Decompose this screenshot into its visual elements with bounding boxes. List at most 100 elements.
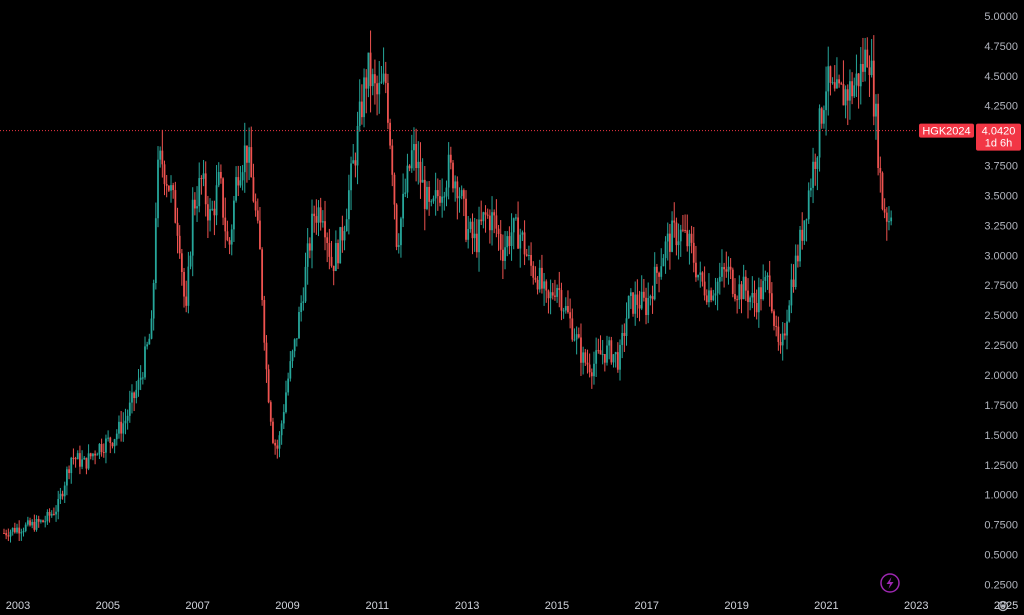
price-tick-label: 0.2500: [984, 579, 1018, 591]
candle-body: [122, 423, 125, 434]
candle-body: [111, 442, 114, 447]
symbol-tag: HGK2024: [919, 123, 974, 138]
candle-body: [105, 438, 107, 453]
candle-body: [712, 295, 715, 301]
candle-body: [818, 108, 821, 158]
settings-icon[interactable]: [997, 600, 1009, 612]
candle-body: [710, 290, 713, 301]
candle-body: [161, 150, 164, 165]
candle-body: [660, 266, 663, 277]
candle-body: [198, 178, 201, 207]
candle-body: [564, 306, 567, 311]
candle-body: [274, 442, 277, 446]
lightning-icon[interactable]: [880, 573, 900, 593]
candle-body: [354, 160, 357, 166]
candle-body: [820, 108, 823, 124]
candle-body: [480, 219, 483, 222]
candle-body: [159, 150, 162, 160]
candle-body: [475, 233, 478, 253]
candle-body: [547, 290, 550, 299]
candle-body: [703, 281, 706, 296]
candle-body: [276, 445, 279, 449]
candle-body: [339, 227, 342, 264]
candle-body: [575, 334, 578, 340]
candle-body: [417, 161, 420, 169]
candle-body: [842, 84, 845, 106]
price-tick-label: 4.2500: [984, 101, 1018, 113]
candle-body: [816, 157, 819, 169]
candle-body: [311, 213, 313, 251]
candle-body: [853, 85, 856, 97]
candle-body: [812, 161, 814, 188]
candle-body: [749, 297, 752, 303]
candle-body: [172, 185, 175, 191]
candle-body: [324, 221, 326, 238]
candle-body: [857, 73, 860, 87]
candle-body: [803, 220, 806, 241]
candle-body: [306, 243, 309, 267]
candle-body: [395, 204, 398, 247]
last-price-label: 4.0420: [982, 126, 1016, 138]
candle-body: [619, 344, 621, 370]
candle-body: [541, 267, 543, 289]
candle-body: [13, 527, 16, 533]
candle-body: [126, 415, 129, 421]
candle-body: [679, 229, 682, 242]
candle-body: [677, 241, 680, 246]
candle-body: [697, 274, 699, 278]
candle-body: [287, 378, 290, 393]
candle-body: [304, 266, 307, 302]
candle-body: [478, 219, 480, 253]
candle-body: [139, 377, 142, 380]
candle-body: [358, 101, 361, 126]
candle-body: [458, 196, 461, 199]
candle-body: [859, 63, 862, 87]
candle-body: [441, 196, 444, 203]
candle-body: [486, 214, 489, 216]
candle-body: [521, 232, 524, 235]
candle-body: [508, 236, 511, 246]
candle-body: [302, 301, 305, 303]
candle-body: [50, 513, 53, 516]
candle-body: [146, 344, 149, 347]
candle-body: [18, 527, 21, 534]
candle-body: [781, 333, 784, 346]
candle-body: [135, 389, 138, 399]
candle-body: [855, 73, 858, 86]
time-tick-label: 2003: [6, 600, 30, 612]
candle-body: [174, 190, 177, 223]
candle-body: [261, 249, 264, 301]
candle-body: [341, 227, 344, 241]
candle-body: [39, 520, 42, 522]
candle-body: [328, 243, 331, 257]
candle-body: [421, 179, 424, 183]
candle-body: [376, 83, 378, 95]
candle-body: [764, 276, 767, 281]
candle-body: [545, 281, 548, 291]
price-tick-label: 1.7500: [984, 400, 1018, 412]
candle-body: [675, 222, 678, 246]
candle-body: [836, 79, 838, 89]
candle-body: [31, 521, 34, 526]
candle-body: [833, 82, 836, 89]
candle-body: [690, 233, 693, 243]
candle-body: [623, 332, 626, 336]
candle-body: [443, 196, 446, 198]
candle-body: [337, 243, 339, 264]
candle-body: [495, 215, 498, 229]
candle-body: [725, 269, 728, 272]
candle-body: [170, 185, 172, 191]
candle-body: [614, 352, 617, 355]
candle-body: [744, 276, 747, 291]
candle-body: [504, 247, 506, 261]
candle-body: [37, 518, 40, 522]
candle-body: [510, 232, 513, 246]
candle-body: [716, 281, 719, 294]
time-tick-label: 2025: [994, 600, 1018, 612]
candle-body: [378, 82, 381, 95]
candle-body: [193, 199, 196, 209]
candle-body: [471, 221, 474, 239]
candle-body: [729, 266, 732, 270]
